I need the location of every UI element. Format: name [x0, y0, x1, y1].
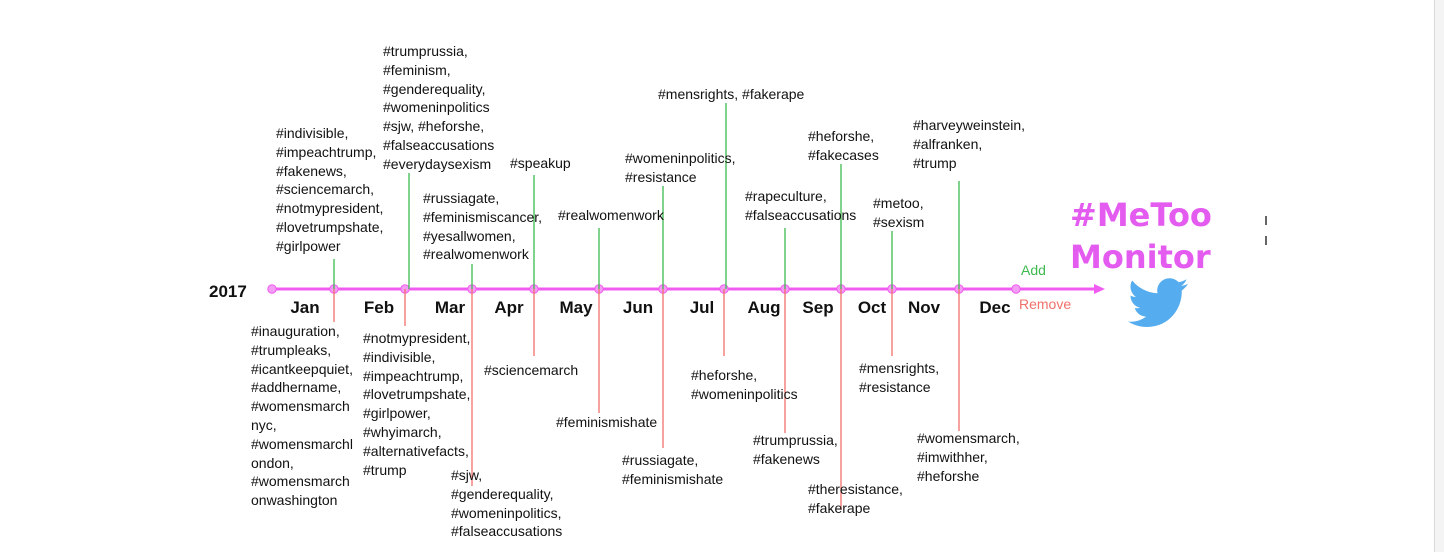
month-label-aug: Aug	[747, 298, 781, 317]
added-hashtags: #speakup	[510, 155, 571, 171]
month-label-may: May	[559, 298, 593, 317]
month-label-jan: Jan	[290, 298, 320, 317]
cropped-edge-mark	[1265, 216, 1267, 225]
month-label-apr: Apr	[494, 298, 524, 317]
removed-hashtags: #sjw, #genderequality, #womeninpolitics,…	[451, 467, 563, 540]
brand-title-line1: #MeToo	[1070, 196, 1212, 234]
month-label-nov: Nov	[907, 298, 941, 317]
month-label-jul: Jul	[689, 298, 715, 317]
removed-hashtags: #inauguration, #trumpleaks, #icantkeepqu…	[251, 323, 353, 509]
added-hashtags: #harveyweinstein, #alfranken, #trump	[913, 117, 1026, 171]
added-hashtags: #realwomenwork	[558, 207, 664, 223]
legend-remove-label: Remove	[1019, 296, 1072, 312]
cropped-edge-mark	[1265, 236, 1267, 245]
timeline-node	[1011, 284, 1021, 294]
window-edge-scrollbar[interactable]	[1434, 0, 1444, 552]
removed-hashtags: #sciencemarch	[484, 362, 579, 378]
brand-title-line2: Monitor	[1070, 238, 1211, 276]
removed-hashtags: #mensrights, #resistance	[859, 360, 940, 395]
added-hashtags: #trumprussia, #feminism, #genderequality…	[383, 43, 495, 172]
removed-hashtags: #feminismishate	[556, 414, 658, 430]
month-label-mar: Mar	[434, 298, 466, 317]
year-label: 2017	[209, 282, 247, 301]
removed-hashtags: #trumprussia, #fakenews	[753, 432, 838, 467]
month-label-feb: Feb	[363, 298, 395, 317]
month-label-oct: Oct	[857, 298, 887, 317]
month-label-sep: Sep	[802, 298, 834, 317]
removed-hashtags: #theresistance, #fakerape	[808, 481, 903, 516]
added-hashtags: #womeninpolitics, #resistance	[625, 150, 736, 185]
added-hashtags: #rapeculture, #falseaccusations	[745, 188, 857, 223]
brand-title: #MeToo Monitor	[1070, 194, 1212, 278]
added-hashtags: #mensrights, #fakerape	[658, 86, 805, 102]
added-hashtags: #indivisible, #impeachtrump, #fakenews, …	[276, 125, 384, 254]
added-hashtags: #metoo, #sexism	[873, 195, 925, 230]
added-hashtags: #russiagate, #feminismiscancer, #yesallw…	[423, 190, 543, 263]
timeline-node	[267, 284, 277, 294]
timeline-arrowhead	[1094, 284, 1105, 294]
month-label-dec: Dec	[979, 298, 1011, 317]
twitter-bird-icon	[1128, 278, 1188, 327]
removed-hashtags: #womensmarch, #imwithher, #heforshe	[917, 430, 1020, 484]
month-label-jun: Jun	[622, 298, 654, 317]
removed-hashtags: #heforshe, #womeninpolitics	[691, 367, 798, 402]
removed-hashtags: #russiagate, #feminismishate	[622, 452, 724, 487]
legend-add-label: Add	[1021, 262, 1046, 278]
added-hashtags: #heforshe, #fakecases	[808, 128, 879, 163]
removed-hashtags: #notmypresident, #indivisible, #impeacht…	[363, 330, 471, 478]
